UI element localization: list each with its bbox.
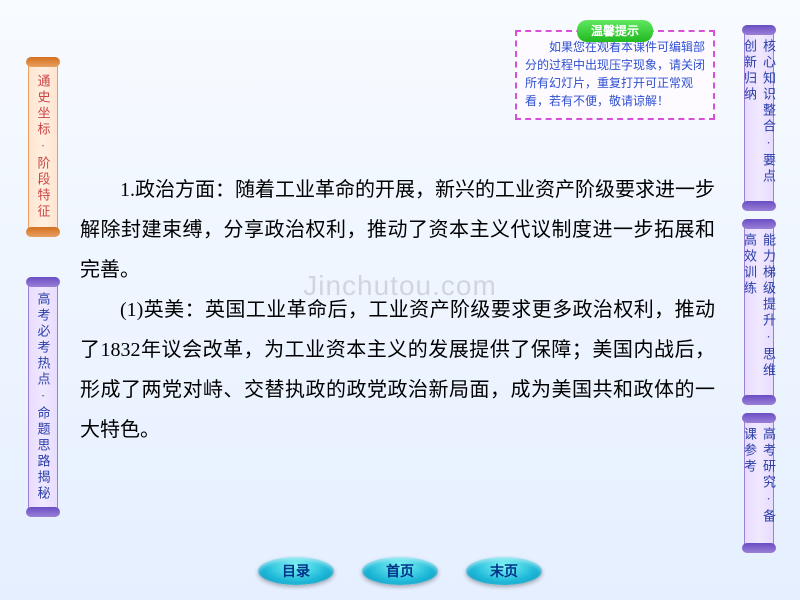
tab-exam-hotspots[interactable]: 高考必考热点·命题思路揭秘 xyxy=(28,282,58,512)
tab-history-coords[interactable]: 通史坐标·阶段特征 xyxy=(28,62,58,232)
tip-box: 温馨提示 如果您在观看本课件可编辑部分的过程中出现压字现象，请关闭所有幻灯片，重… xyxy=(515,30,715,120)
tab-ability-training[interactable]: 能力梯级提升·思维高效训练 xyxy=(744,224,774,400)
last-page-button[interactable]: 末页 xyxy=(466,557,542,585)
tab-core-knowledge[interactable]: 核心知识整合·要点创新归纳 xyxy=(744,30,774,206)
main-content: 1.政治方面：随着工业革命的开展，新兴的工业资产阶级要求进一步解除封建束缚，分享… xyxy=(80,170,715,450)
tab-exam-research[interactable]: 高考研究·备课参考 xyxy=(744,418,774,548)
toc-button[interactable]: 目录 xyxy=(258,557,334,585)
paragraph-1: 1.政治方面：随着工业革命的开展，新兴的工业资产阶级要求进一步解除封建束缚，分享… xyxy=(80,170,715,290)
first-page-button[interactable]: 首页 xyxy=(362,557,438,585)
tip-title: 温馨提示 xyxy=(577,20,653,42)
tip-body: 如果您在观看本课件可编辑部分的过程中出现压字现象，请关闭所有幻灯片，重复打开可正… xyxy=(525,38,705,110)
nav-buttons: 目录 首页 末页 xyxy=(258,557,542,585)
paragraph-2: (1)英美：英国工业革命后，工业资产阶级要求更多政治权利，推动了1832年议会改… xyxy=(80,290,715,450)
